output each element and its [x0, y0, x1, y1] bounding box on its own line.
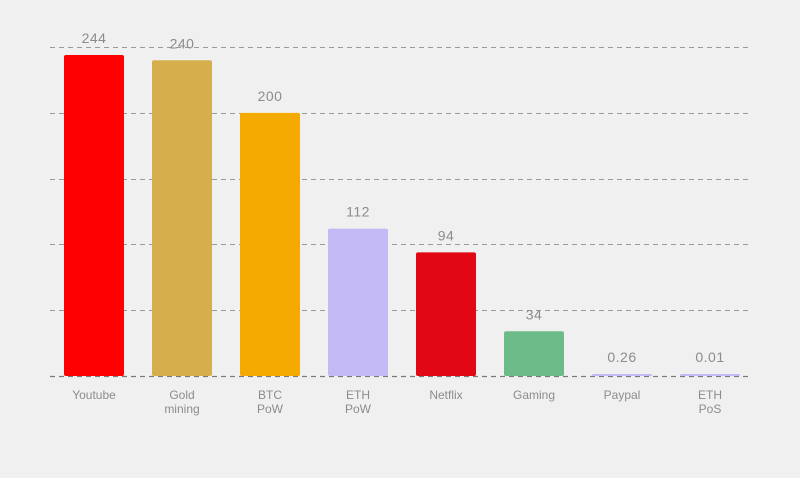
bar	[64, 55, 124, 376]
category-label-line: Paypal	[604, 388, 641, 402]
data-label: 200	[258, 88, 283, 104]
category-label-line: mining	[164, 402, 199, 416]
category-label-line: ETH	[698, 388, 722, 402]
category-label: Netflix	[429, 388, 462, 402]
bar	[680, 374, 740, 376]
category-label-line: ETH	[346, 388, 370, 402]
category-label: Youtube	[72, 388, 116, 402]
bar	[592, 374, 652, 376]
bar	[328, 228, 388, 376]
category-label: ETH PoW	[345, 388, 372, 416]
bar	[504, 331, 564, 376]
data-label: 240	[170, 35, 195, 51]
category-label-line: BTC	[258, 388, 282, 402]
category-label-line: Gold	[169, 388, 194, 402]
data-label: 0.01	[695, 349, 724, 365]
category-label-line: Netflix	[429, 388, 462, 402]
data-label: 112	[346, 204, 370, 220]
bar	[152, 60, 212, 376]
data-label: 0.26	[607, 349, 636, 365]
category-label: ETH PoS	[698, 388, 722, 416]
category-label: Gaming	[513, 388, 555, 402]
category-label-line: Gaming	[513, 388, 555, 402]
category-label-line: PoW	[345, 402, 372, 416]
category-label: BTC PoW	[257, 388, 284, 416]
category-label: Paypal	[604, 388, 641, 402]
value-labels: 244 240 200 112 94 34 0.26 0.01	[82, 30, 725, 365]
data-label: 244	[82, 30, 107, 46]
data-label: 34	[526, 306, 543, 322]
data-label: 94	[438, 227, 455, 243]
bar	[416, 252, 476, 376]
bars	[64, 55, 740, 376]
category-label-line: PoS	[699, 402, 722, 416]
bar	[240, 112, 300, 376]
category-label: Gold mining	[164, 388, 199, 416]
category-label-line: PoW	[257, 402, 284, 416]
category-label-line: Youtube	[72, 388, 116, 402]
